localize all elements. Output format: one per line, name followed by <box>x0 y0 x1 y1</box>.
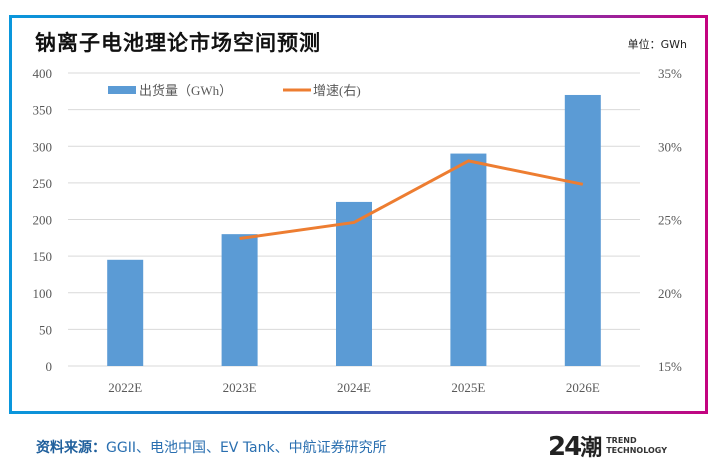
y-right-tick-label: 20% <box>658 286 682 301</box>
y-right-tick-label: 35% <box>658 66 682 81</box>
bar-2022E <box>107 259 144 366</box>
y-right-tick-label: 15% <box>658 359 682 374</box>
y-left-tick-label: 350 <box>33 103 53 118</box>
y-left-tick-label: 250 <box>33 176 53 191</box>
y-right-tick-label: 30% <box>658 139 682 154</box>
y-left-tick-label: 150 <box>33 249 53 264</box>
y-left-tick-label: 0 <box>46 359 53 374</box>
logo-sub2: TECHNOLOGY <box>606 446 667 455</box>
logo-sub1: TREND <box>606 436 637 445</box>
logo: 24潮 TREND TECHNOLOGY <box>548 430 667 462</box>
y-left-tick-label: 200 <box>33 213 53 228</box>
growth-line <box>239 159 584 241</box>
legend-bar-label: 出货量（GWh） <box>139 83 232 98</box>
x-tick-label: 2023E <box>223 380 257 395</box>
legend-line-label: 增速(右) <box>313 83 361 98</box>
x-tick-label: 2025E <box>451 380 485 395</box>
bar-2023E <box>221 234 258 366</box>
chart-title: 钠离子电池理论市场空间预测 <box>35 31 321 55</box>
source-label: 资料来源： <box>36 440 106 456</box>
x-tick-label: 2024E <box>337 380 371 395</box>
y-left-tick-label: 300 <box>33 139 53 154</box>
source-text: GGII、电池中国、EV Tank、中航证券研究所 <box>106 440 387 456</box>
bar-2025E <box>450 153 487 366</box>
bar-2026E <box>564 94 601 366</box>
y-left-tick-label: 400 <box>33 66 53 81</box>
bar-2024E <box>336 201 372 366</box>
x-tick-label: 2026E <box>566 380 600 395</box>
x-tick-label: 2022E <box>108 380 142 395</box>
unit-label: 单位：GWh <box>627 38 687 51</box>
chart: 0 50 100 150 200 250 300 350 400 15% 20% 25% 30% 35% 2… <box>33 66 683 395</box>
source-note: 资料来源：GGII、电池中国、EV Tank、中航证券研究所 <box>36 437 387 457</box>
logo-mark: 24潮 <box>548 432 602 462</box>
y-left-tick-label: 100 <box>33 286 53 301</box>
y-left-tick-label: 50 <box>39 322 52 337</box>
legend-bar-swatch <box>108 86 136 94</box>
y-right-tick-label: 25% <box>658 213 682 228</box>
